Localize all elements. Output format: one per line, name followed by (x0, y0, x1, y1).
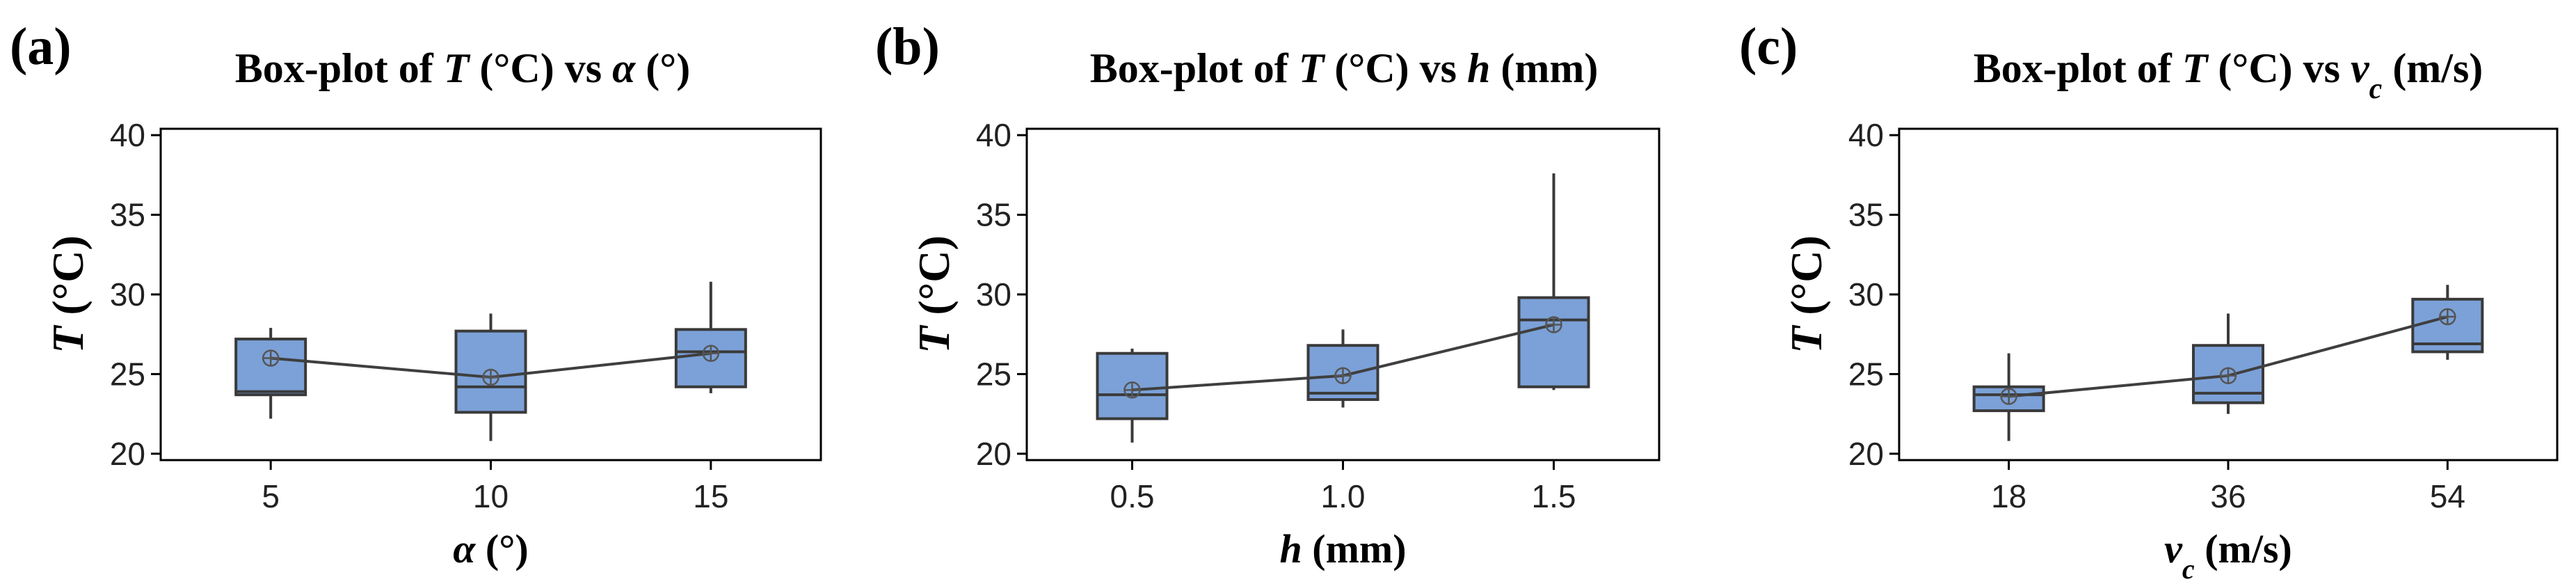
title-factor: h (1467, 45, 1490, 91)
title-variable: T (444, 45, 471, 91)
y-tick-label: 30 (1848, 276, 1884, 313)
x-axis-unit: (°) (475, 526, 528, 571)
x-tick-label: 18 (1991, 478, 2026, 514)
y-axis-label: T (°C) (43, 235, 93, 354)
x-axis-label: h (mm) (1279, 526, 1406, 571)
panel-c: (c) Box-plot of T (°C) vs vc (m/s)2025303… (1739, 17, 2559, 584)
title-factor: v (2351, 45, 2370, 91)
title-factor-subscript: c (2369, 73, 2383, 105)
mean-marker (1334, 367, 1352, 384)
mean-marker (1123, 381, 1141, 399)
mean-marker (702, 345, 720, 362)
box-36 (2192, 313, 2264, 414)
mean-marker (1545, 316, 1562, 333)
panel-label: (b) (875, 17, 940, 76)
title-variable: T (1299, 45, 1326, 91)
y-axis-variable: T (909, 324, 959, 354)
y-tick-label: 30 (110, 276, 145, 313)
box-54 (2411, 285, 2484, 360)
y-tick-label: 35 (110, 197, 145, 233)
title-middle: (°C) vs (469, 45, 612, 91)
mean-marker (2000, 388, 2017, 405)
y-axis-variable: T (43, 324, 93, 354)
y-tick-label: 20 (976, 436, 1011, 472)
y-tick-label: 35 (1848, 197, 1884, 233)
x-axis-variable: α (453, 526, 476, 571)
y-axis-unit: (°C) (909, 235, 959, 326)
mean-marker (2439, 308, 2456, 326)
x-tick-label: 5 (262, 478, 280, 514)
mean-marker (2219, 367, 2237, 384)
x-axis-variable: h (1279, 526, 1302, 571)
box-15 (674, 281, 747, 393)
y-axis-label: T (°C) (909, 235, 959, 354)
y-tick-label: 20 (1848, 436, 1884, 472)
x-tick-label: 0.5 (1110, 478, 1155, 514)
iqr-box (1517, 296, 1590, 388)
y-axis-variable: T (1782, 324, 1831, 354)
panel-label: (c) (1739, 17, 1798, 76)
x-tick-label: 54 (2430, 478, 2465, 514)
x-tick-label: 15 (693, 478, 728, 514)
x-axis-unit: (mm) (1302, 526, 1407, 571)
y-tick-label: 20 (110, 436, 145, 472)
y-axis-unit: (°C) (43, 235, 93, 326)
chart-title: Box-plot of T (°C) vs α (°) (235, 45, 690, 91)
mean-marker (262, 349, 280, 367)
y-axis-label: T (°C) (1782, 235, 1831, 354)
title-unit: (°) (635, 45, 690, 91)
panel-b: (b) Box-plot of T (°C) vs h (mm) 20 25 30 35 4… (875, 17, 1661, 571)
chart-title: Box-plot of T (°C) vs h (mm) (1090, 45, 1599, 91)
title-prefix: Box-plot of (1090, 45, 1299, 91)
box-1.5 (1517, 173, 1590, 390)
iqr-box (234, 338, 307, 397)
box-10 (454, 313, 527, 441)
title-prefix: Box-plot of (235, 45, 444, 91)
title-middle: (°C) vs (2207, 45, 2351, 91)
x-tick-label: 1.0 (1321, 478, 1366, 514)
chart-title: Box-plot of T (°C) vs vc (m/s) (1974, 45, 2483, 105)
y-tick-label: 40 (1848, 117, 1884, 153)
title-middle: (°C) vs (1324, 45, 1467, 91)
title-factor: α (612, 45, 636, 91)
x-tick-label: 1.5 (1532, 478, 1576, 514)
title-variable: T (2182, 45, 2209, 91)
title-prefix: Box-plot of (1974, 45, 2182, 91)
x-axis-unit: (m/s) (2195, 526, 2292, 571)
panel-label: (a) (10, 17, 72, 76)
panel-a: (a) Box-plot of T (°C) vs α (°) 20 25 30 35 40… (10, 17, 822, 571)
x-axis-subscript: c (2182, 553, 2195, 584)
title-unit: (mm) (1490, 45, 1598, 91)
y-tick-label: 35 (976, 197, 1011, 233)
box-5 (234, 328, 307, 419)
x-axis-variable: v (2164, 526, 2183, 571)
x-tick-label: 36 (2210, 478, 2246, 514)
x-axis-label: vc (m/s) (2164, 526, 2292, 584)
title-unit: (m/s) (2382, 45, 2483, 91)
y-tick-label: 40 (976, 117, 1011, 153)
x-tick-label: 10 (473, 478, 509, 514)
y-tick-label: 25 (110, 356, 145, 392)
mean-marker (482, 368, 499, 386)
y-tick-label: 25 (976, 356, 1011, 392)
y-tick-label: 40 (110, 117, 145, 153)
y-axis-unit: (°C) (1782, 235, 1831, 326)
y-tick-label: 25 (1848, 356, 1884, 392)
y-tick-label: 30 (976, 276, 1011, 313)
x-axis-label: α (°) (453, 526, 528, 571)
